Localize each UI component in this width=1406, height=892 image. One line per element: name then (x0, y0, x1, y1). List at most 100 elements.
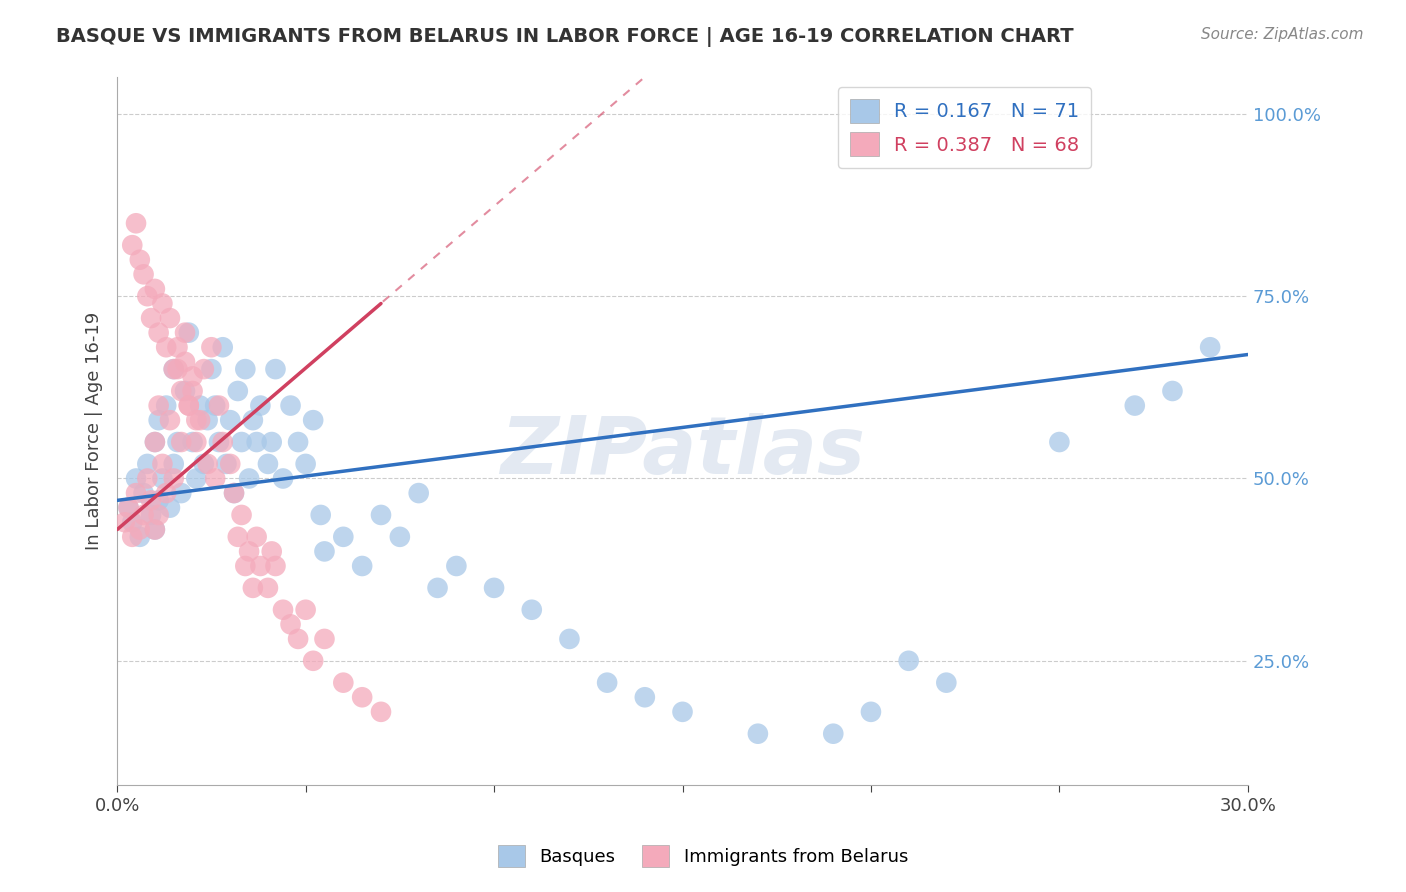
Point (238, 471, 260, 485)
Point (332, 530, 354, 544)
Y-axis label: In Labor Force | Age 16-19: In Labor Force | Age 16-19 (86, 312, 103, 550)
Point (859, 705, 882, 719)
Point (302, 654, 325, 668)
Point (226, 530, 249, 544)
Point (166, 435, 188, 450)
Point (219, 413, 242, 427)
Point (370, 705, 392, 719)
Point (121, 515, 143, 529)
Point (294, 457, 316, 471)
Point (163, 362, 186, 376)
Point (186, 413, 208, 427)
Point (1047, 435, 1070, 450)
Point (148, 326, 170, 340)
Point (332, 675, 354, 690)
Point (520, 603, 543, 617)
Point (426, 581, 449, 595)
Point (163, 471, 186, 485)
Point (246, 435, 269, 450)
Point (193, 457, 215, 471)
Point (139, 493, 162, 508)
Point (231, 508, 253, 522)
Text: ZIPatlas: ZIPatlas (501, 413, 865, 491)
Point (408, 486, 430, 500)
Point (208, 435, 231, 450)
Point (204, 399, 226, 413)
Point (143, 523, 166, 537)
Point (747, 727, 769, 741)
Point (132, 508, 155, 522)
Point (1123, 399, 1146, 413)
Point (159, 413, 181, 427)
Point (155, 399, 177, 413)
Point (181, 369, 204, 384)
Point (233, 362, 256, 376)
Point (314, 632, 336, 646)
Point (152, 471, 174, 485)
Point (280, 399, 302, 413)
Point (222, 486, 245, 500)
Point (294, 603, 316, 617)
Point (143, 523, 166, 537)
Point (174, 355, 197, 369)
Point (166, 340, 188, 354)
Point (200, 340, 222, 354)
Point (143, 435, 166, 450)
Point (186, 435, 208, 450)
Text: BASQUE VS IMMIGRANTS FROM BELARUS IN LABOR FORCE | AGE 16-19 CORRELATION CHART: BASQUE VS IMMIGRANTS FROM BELARUS IN LAB… (56, 27, 1074, 46)
Point (117, 500, 139, 515)
Point (159, 311, 181, 326)
Point (128, 530, 150, 544)
Point (211, 340, 233, 354)
Point (152, 296, 174, 310)
Point (143, 282, 166, 296)
Point (271, 603, 294, 617)
Point (233, 559, 256, 574)
Point (264, 362, 287, 376)
Point (155, 340, 177, 354)
Point (121, 238, 143, 252)
Point (935, 675, 957, 690)
Point (125, 216, 148, 230)
Point (186, 471, 208, 485)
Point (671, 705, 693, 719)
Point (152, 457, 174, 471)
Point (823, 727, 845, 741)
Point (136, 471, 159, 485)
Point (222, 486, 245, 500)
Point (139, 508, 162, 522)
Point (163, 362, 186, 376)
Point (117, 500, 139, 515)
Point (181, 384, 204, 398)
Point (188, 399, 211, 413)
Point (193, 362, 215, 376)
Point (200, 362, 222, 376)
Point (211, 435, 233, 450)
Point (1161, 384, 1184, 398)
Point (215, 457, 238, 471)
Point (163, 457, 186, 471)
Point (121, 530, 143, 544)
Point (257, 581, 280, 595)
Point (170, 384, 193, 398)
Point (897, 654, 920, 668)
Point (219, 457, 242, 471)
Point (257, 457, 280, 471)
Point (249, 559, 271, 574)
Point (125, 471, 148, 485)
Point (226, 384, 249, 398)
Point (314, 544, 336, 558)
Point (231, 435, 253, 450)
Point (166, 362, 188, 376)
Point (309, 508, 332, 522)
Legend: Basques, Immigrants from Belarus: Basques, Immigrants from Belarus (491, 838, 915, 874)
Point (1199, 340, 1222, 354)
Point (125, 486, 148, 500)
Point (208, 399, 231, 413)
Point (596, 675, 619, 690)
Point (128, 252, 150, 267)
Point (143, 435, 166, 450)
Point (128, 523, 150, 537)
Point (177, 399, 200, 413)
Legend: R = 0.167   N = 71, R = 0.387   N = 68: R = 0.167 N = 71, R = 0.387 N = 68 (838, 87, 1091, 168)
